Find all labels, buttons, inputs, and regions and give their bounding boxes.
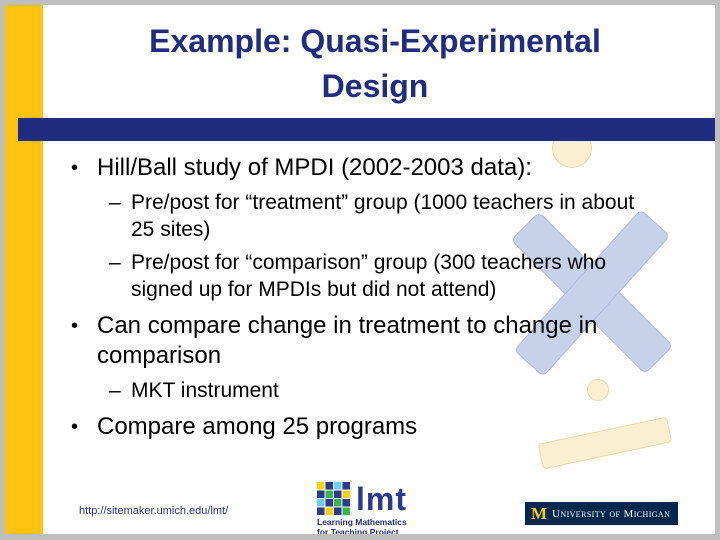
- title-divider-band: [18, 118, 715, 141]
- bullet-text: Hill/Ball study of MPDI (2002-2003 data)…: [97, 154, 532, 181]
- bullet-text: Compare among 25 programs: [97, 413, 418, 440]
- bullet-text: Pre/post for “comparison” group (300 tea…: [131, 251, 607, 301]
- list-item: – Pre/post for “treatment” group (1000 t…: [71, 189, 661, 243]
- bullet-text: Pre/post for “treatment” group (1000 tea…: [131, 191, 635, 241]
- bullet-icon: •: [71, 157, 79, 179]
- left-gold-bar: [5, 5, 43, 534]
- bullet-icon: •: [71, 416, 79, 438]
- slide-title: Example: Quasi-Experimental Design: [65, 19, 685, 109]
- lmt-wordmark: lmt: [356, 480, 407, 517]
- slide: Example: Quasi-Experimental Design • Hil…: [5, 5, 715, 534]
- list-item: • Hill/Ball study of MPDI (2002-2003 dat…: [71, 153, 661, 183]
- list-item: • Compare among 25 programs: [71, 412, 661, 442]
- footer-link[interactable]: http://sitemaker.umich.edu/lmt/: [79, 505, 229, 517]
- title-line-1: Example: Quasi-Experimental: [149, 23, 601, 59]
- lmt-caption-line-2: for Teaching Project: [317, 527, 399, 534]
- dash-icon: –: [109, 251, 121, 274]
- um-wordmark: University of Michigan: [552, 507, 671, 520]
- slide-body: • Hill/Ball study of MPDI (2002-2003 dat…: [71, 151, 661, 442]
- list-item: – MKT instrument: [71, 377, 661, 404]
- lmt-grid-icon: [317, 482, 350, 515]
- list-item: • Can compare change in treatment to cha…: [71, 311, 661, 371]
- dash-icon: –: [109, 379, 121, 402]
- bullet-text: Can compare change in treatment to chang…: [97, 312, 598, 369]
- dash-icon: –: [109, 191, 121, 214]
- bullet-icon: •: [71, 315, 79, 337]
- decorative-circle-icon: [587, 379, 609, 401]
- list-item: – Pre/post for “comparison” group (300 t…: [71, 249, 661, 303]
- um-logo: M University of Michigan: [525, 502, 679, 525]
- lmt-caption-line-1: Learning Mathematics: [317, 517, 407, 527]
- block-m-icon: M: [531, 504, 548, 523]
- bullet-text: MKT instrument: [131, 379, 279, 402]
- title-line-2: Design: [321, 68, 429, 104]
- lmt-caption: Learning Mathematics for Teaching Projec…: [317, 517, 407, 534]
- lmt-logo: lmt Learning Mathematics for Teaching Pr…: [317, 482, 407, 534]
